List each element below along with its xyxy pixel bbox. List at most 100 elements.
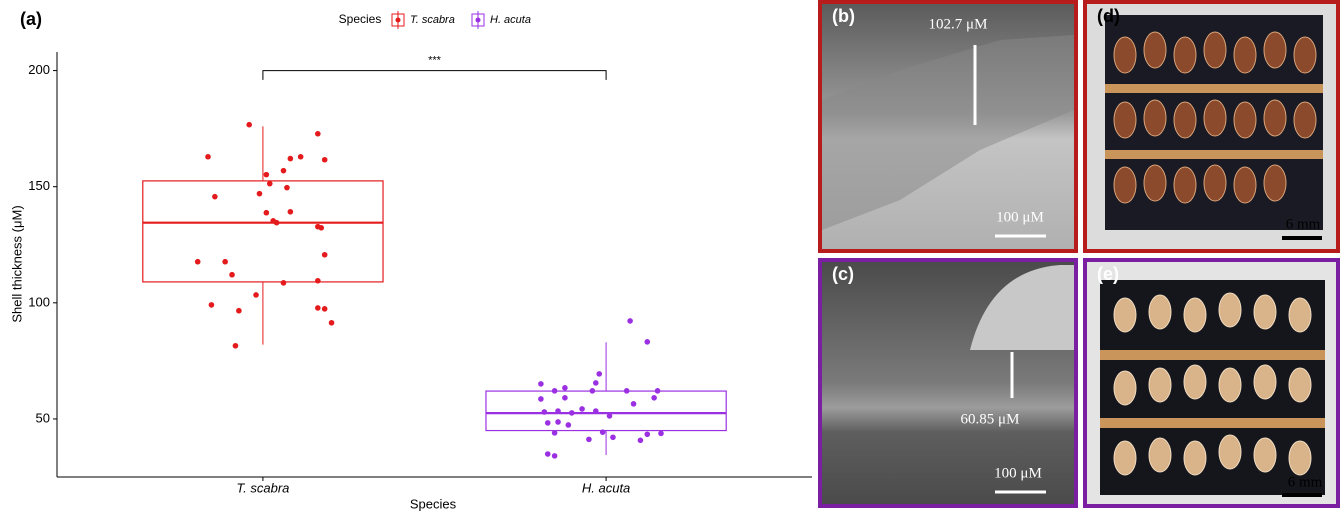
panel-c: (c) 60.85 μM 100 μM [818, 258, 1078, 508]
tape [1100, 350, 1325, 360]
panel-label: (b) [832, 6, 855, 26]
point [315, 277, 321, 284]
snails [1113, 31, 1317, 204]
point [321, 156, 328, 163]
shell-surface [970, 265, 1074, 350]
point [280, 280, 287, 286]
point [630, 401, 637, 407]
x-axis-label: Species [410, 496, 457, 511]
point [538, 396, 544, 402]
point [297, 153, 304, 160]
box [142, 180, 384, 283]
point [208, 302, 215, 308]
point [651, 395, 657, 401]
point [565, 422, 572, 428]
point [551, 430, 558, 436]
point [273, 219, 280, 226]
point [654, 388, 661, 394]
tape [1100, 418, 1325, 428]
legend-title: Species [339, 12, 382, 26]
point [562, 395, 568, 401]
scale-label: 100 μM [994, 465, 1042, 481]
significance-bracket [262, 70, 607, 80]
point [287, 155, 294, 162]
significance-label: *** [428, 54, 442, 66]
snails [1113, 292, 1312, 476]
point [627, 318, 633, 324]
point [555, 419, 561, 425]
y-tick-label: 50 [36, 410, 50, 425]
point [544, 451, 551, 457]
point [321, 306, 328, 312]
point [246, 121, 252, 128]
point [592, 408, 599, 414]
point [644, 339, 651, 345]
point [541, 409, 548, 415]
point [579, 406, 585, 412]
panel-e: (e) 6 mm [1083, 258, 1340, 508]
point [644, 431, 651, 438]
y-axis-label: Shell thickness (μM) [9, 205, 24, 322]
point [263, 209, 270, 216]
point [222, 258, 228, 265]
x-tick-label: T. scabra [236, 480, 289, 495]
y-tick-label: 150 [28, 178, 50, 193]
point [256, 190, 263, 197]
photo-panels: (b) 102.7 μM 100 μM (c) 60.85 μM 100 μM [818, 0, 1340, 508]
panel-label: (c) [832, 264, 854, 284]
y-tick-label: 100 [28, 294, 50, 309]
y-tick-label: 200 [28, 62, 50, 77]
point [205, 153, 211, 160]
scale-label: 6 mm [1286, 216, 1321, 232]
point [328, 319, 335, 326]
scale-bar [1282, 493, 1322, 497]
legend-label: H. acuta [490, 14, 531, 26]
tape [1105, 150, 1323, 159]
point [555, 408, 561, 414]
x-tick-label: H. acuta [582, 480, 630, 495]
point [568, 410, 575, 416]
point [232, 342, 239, 349]
scale-label: 6 mm [1288, 474, 1323, 490]
panel-d: (d) 6 mm [1083, 0, 1340, 253]
point [212, 193, 218, 200]
point [589, 388, 596, 394]
point [315, 130, 321, 137]
point [194, 258, 201, 265]
scale-label: 100 μM [996, 209, 1044, 225]
point [610, 434, 616, 441]
panel-b: (b) 102.7 μM 100 μM [818, 0, 1078, 253]
legend-label: T. scabra [410, 14, 455, 26]
point [551, 453, 558, 459]
point [592, 380, 599, 386]
point [318, 225, 325, 231]
point [280, 167, 287, 174]
point [253, 292, 259, 298]
sem-image [818, 258, 1078, 508]
point [236, 307, 242, 314]
point [229, 271, 235, 278]
point [562, 385, 568, 391]
tape [1105, 84, 1323, 93]
point [263, 171, 270, 178]
measurement: 60.85 μM [961, 411, 1020, 427]
point [637, 437, 644, 444]
point [544, 420, 551, 426]
point [658, 430, 664, 437]
scale-bar [1282, 236, 1322, 240]
point [606, 413, 613, 419]
mount [1100, 280, 1325, 495]
shell-cross-section [822, 35, 1074, 230]
box [485, 390, 727, 432]
point [623, 388, 630, 394]
panel-label: (e) [1097, 264, 1119, 284]
legend-key-point [475, 17, 481, 23]
point [287, 208, 294, 215]
point [321, 251, 328, 258]
point [538, 381, 544, 387]
point [315, 305, 321, 311]
panel-label: (d) [1097, 6, 1120, 26]
point [586, 436, 592, 443]
point [266, 180, 273, 187]
